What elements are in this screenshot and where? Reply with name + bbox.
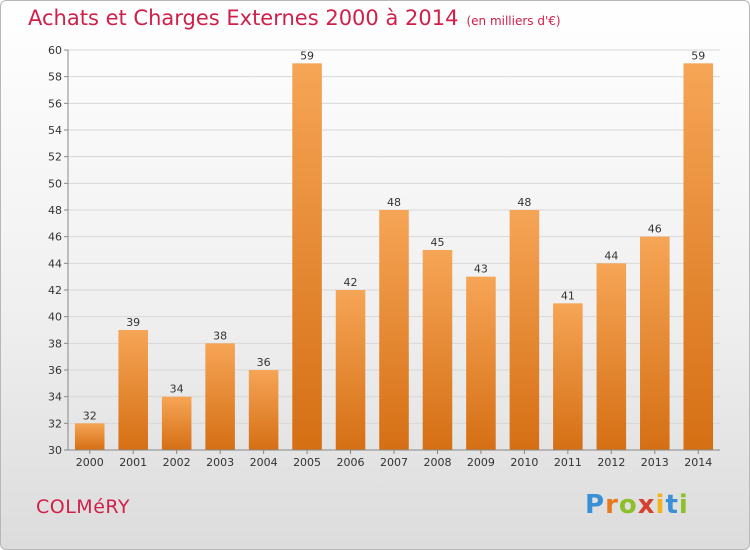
bar-2005	[292, 63, 322, 450]
x-tick-label-2005: 2005	[293, 456, 321, 469]
bar-2011	[553, 303, 583, 450]
x-tick-label-2012: 2012	[597, 456, 625, 469]
data-label-2009: 43	[474, 263, 488, 276]
bar-2000	[74, 423, 105, 450]
bar-2014	[683, 63, 714, 450]
y-tick-label: 54	[48, 124, 62, 137]
logo-letter: x	[637, 490, 656, 520]
y-tick-label: 40	[48, 311, 62, 324]
place-name: COLMéRY	[36, 496, 130, 518]
bars: 32 39 34 38 36 59 42 48 45 43 48 41 44 46 59	[74, 49, 714, 450]
data-label-2012: 44	[604, 249, 618, 262]
x-tick-label-2006: 2006	[337, 456, 365, 469]
bar-2003	[205, 343, 235, 450]
x-tick-label-2003: 2003	[206, 456, 234, 469]
y-tick-label: 34	[48, 391, 62, 404]
y-tick-label: 58	[48, 71, 62, 84]
y-tick-label: 46	[48, 231, 62, 244]
x-tick-label-2009: 2009	[467, 456, 495, 469]
chart-subtitle: (en milliers d'€)	[466, 14, 561, 28]
bar-2004	[248, 370, 279, 450]
bar-2007	[379, 210, 409, 450]
x-tick-label-2007: 2007	[380, 456, 408, 469]
x-tick-label-2014: 2014	[684, 456, 712, 469]
x-tick-label-2001: 2001	[119, 456, 147, 469]
y-tick-label: 60	[48, 44, 62, 57]
y-tick-label: 30	[48, 444, 62, 457]
data-label-2002: 34	[170, 383, 184, 396]
chart-title: Achats et Charges Externes 2000 à 2014 (e…	[28, 6, 561, 30]
y-tick-label: 48	[48, 204, 62, 217]
x-tick-label-2011: 2011	[554, 456, 582, 469]
y-tick-label: 38	[48, 337, 62, 350]
logo-letter: P	[585, 490, 606, 520]
data-label-2006: 42	[344, 276, 358, 289]
data-label-2010: 48	[517, 196, 531, 209]
bar-2013	[640, 236, 670, 450]
logo-letter: r	[605, 490, 619, 520]
data-label-2003: 38	[213, 329, 227, 342]
y-tick-label: 52	[48, 151, 62, 164]
y-tick-label: 50	[48, 177, 62, 190]
y-tick-label: 32	[48, 417, 62, 430]
data-label-2004: 36	[257, 356, 271, 369]
x-tick-label-2013: 2013	[641, 456, 669, 469]
data-label-2014: 59	[691, 49, 705, 62]
data-label-2007: 48	[387, 196, 401, 209]
logo-letter: i	[655, 490, 666, 520]
data-label-2013: 46	[648, 223, 662, 236]
x-tick-label-2008: 2008	[423, 456, 451, 469]
y-tick-label: 42	[48, 284, 62, 297]
x-tick-label-2004: 2004	[250, 456, 278, 469]
data-label-2005: 59	[300, 49, 314, 62]
logo-letter: t	[665, 490, 679, 520]
data-label-2011: 41	[561, 289, 575, 302]
y-tick-label: 56	[48, 97, 62, 110]
logo-letter: o	[618, 490, 638, 520]
logo-letter: i	[678, 490, 689, 520]
y-tick-label: 36	[48, 364, 62, 377]
chart-title-text: Achats et Charges Externes 2000 à 2014	[28, 6, 459, 30]
axes: 30 32 34 36 38 40 42 44 46 48 50 52 54 56 58 60 2000 2001…	[48, 44, 720, 469]
data-label-2000: 32	[83, 409, 97, 422]
x-tick-label-2000: 2000	[76, 456, 104, 469]
bar-2009	[466, 276, 496, 450]
x-tick-label-2010: 2010	[510, 456, 538, 469]
bar-2001	[118, 330, 148, 450]
data-label-2008: 45	[430, 236, 444, 249]
bar-2006	[335, 290, 366, 450]
proxiti-logo: Proxiti	[585, 490, 689, 520]
y-tick-label: 44	[48, 257, 62, 270]
data-label-2001: 39	[126, 316, 140, 329]
x-tick-label-2002: 2002	[163, 456, 191, 469]
bar-2010	[509, 210, 540, 450]
bar-2012	[596, 263, 627, 450]
bar-2002	[161, 396, 192, 450]
bar-2008	[422, 250, 453, 450]
